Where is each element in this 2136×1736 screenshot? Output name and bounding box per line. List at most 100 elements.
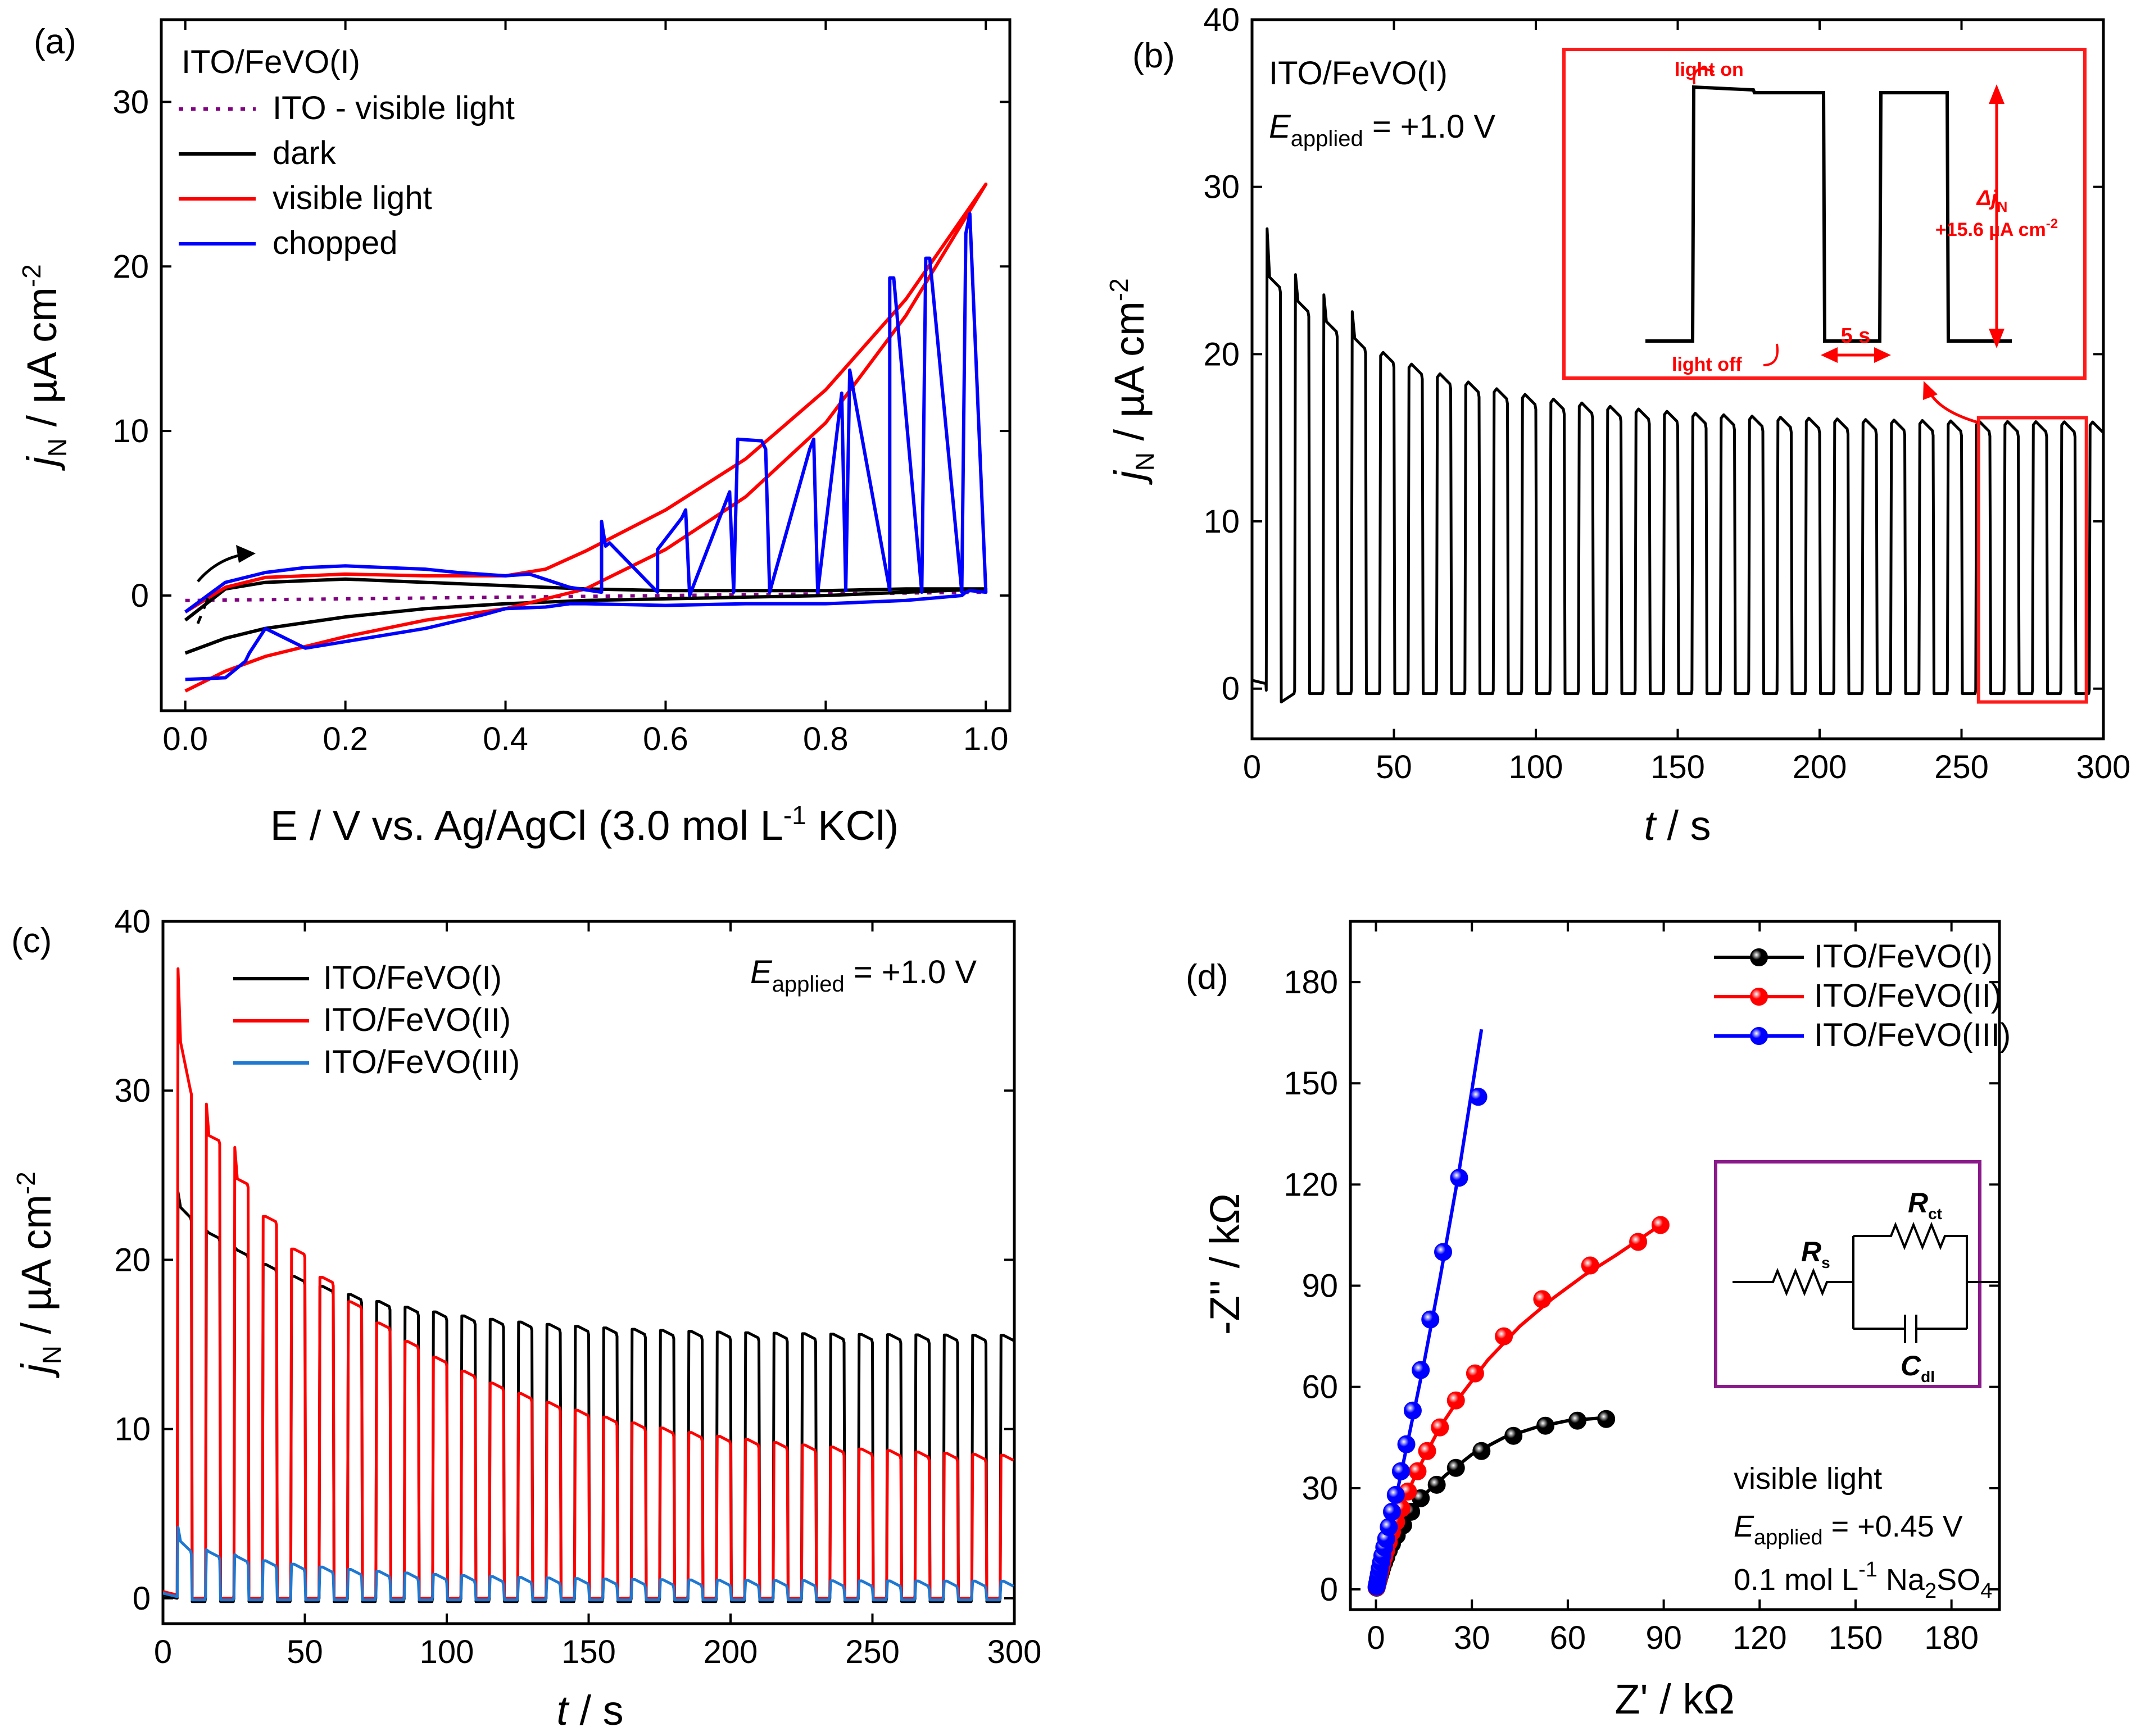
y-tick-label: 10	[1203, 503, 1240, 540]
x-tick-label: 150	[561, 1634, 616, 1670]
legend-label: ITO/FeVO(II)	[1814, 978, 2002, 1014]
panel-d-ylabel: -Z'' / kΩ	[1201, 1193, 1248, 1335]
panel-b-label: (b)	[1132, 37, 1175, 75]
x-tick-label: 50	[287, 1634, 323, 1670]
data-point	[1504, 1426, 1523, 1445]
data-point	[1421, 1310, 1440, 1329]
x-tick-label: 250	[1934, 749, 1989, 785]
legend-label: visible light	[273, 180, 432, 216]
panel-c-ticks: 0 50 100 150 200 250 300 0 10 20 30 40	[114, 903, 1041, 1670]
panel-d-label: (d)	[1186, 958, 1228, 997]
panel-a-legend: ITO - visible light dark visible light chop…	[179, 90, 515, 261]
series-visible-light	[184, 182, 988, 693]
data-point	[1382, 1502, 1401, 1521]
series-chopped	[184, 212, 988, 681]
y-tick-label: 0	[131, 578, 149, 614]
panel-b-ticks: 0 50 100 150 200 250 300 0 10 20 30 40	[1203, 2, 2130, 785]
y-tick-label: 30	[114, 1072, 151, 1109]
inset-delta-j-label: ΔjN	[1976, 187, 2008, 215]
rs-label: Rs	[1801, 1236, 1830, 1271]
series-ito-fevo-iii-	[163, 1525, 1014, 1602]
panel-a: (a) 0.0 0.2 0.4 0.6 0.8 1.0 0 10 20 30 ITO/FeVO(I…	[17, 18, 1012, 849]
panel-b-inset: light on light off 5 s ΔjN +15.6 µA cm-2	[1562, 48, 2087, 380]
panel-c: (c) 0 50 100 150 200 250 300 0 10 20 30 40 ITO/FeVO…	[11, 903, 1041, 1734]
data-point	[1536, 1416, 1555, 1435]
panel-b-eapplied: Eapplied = +1.0 V	[1269, 108, 1495, 151]
panel-d: (d) 0 30 60 90 120 150 180 0 30 60 90 120 150 180 ITO…	[1186, 920, 2011, 1723]
light-off-arrow-icon	[1763, 343, 1779, 366]
delta-j-arrowhead-up-icon	[1989, 84, 2005, 104]
forward-arrowhead-icon	[236, 545, 256, 563]
data-point	[1386, 1485, 1405, 1504]
y-tick-label: 20	[1203, 336, 1240, 372]
x-tick-label: 0.6	[643, 721, 688, 757]
data-point	[1391, 1462, 1410, 1480]
y-tick-label: 20	[112, 248, 149, 285]
panel-c-ylabel: jN / µA cm-2	[11, 1171, 66, 1378]
panel-a-arrows	[196, 545, 256, 624]
data-point	[1568, 1411, 1586, 1430]
x-tick-label: 300	[987, 1634, 1042, 1670]
data-point	[1450, 1169, 1468, 1187]
legend-label: ITO/FeVO(III)	[323, 1044, 520, 1080]
data-point	[1397, 1435, 1416, 1453]
x-tick-label: 60	[1550, 1620, 1586, 1656]
y-tick-label: 120	[1284, 1166, 1338, 1203]
y-tick-label: 30	[112, 84, 149, 120]
panel-b-xlabel: t / s	[1644, 802, 1711, 849]
y-tick-label: 40	[114, 903, 151, 940]
panel-b: (b) 0 50 100 150 200 250 300 0 10 20 30 40 ITO/FeVO…	[1104, 2, 2130, 849]
x-tick-label: 0.0	[162, 721, 208, 757]
legend-label: ITO - visible light	[273, 90, 515, 126]
y-tick-label: 0	[1320, 1571, 1338, 1608]
panel-d-legend: ITO/FeVO(I)ITO/FeVO(II)ITO/FeVO(III)	[1714, 938, 2011, 1053]
y-tick-label: 10	[112, 413, 149, 449]
data-point	[1469, 1088, 1488, 1106]
y-tick-label: 30	[1203, 169, 1240, 206]
x-tick-label: 0	[154, 1634, 172, 1670]
data-point	[1597, 1410, 1616, 1428]
panel-b-ylabel: jN / µA cm-2	[1104, 278, 1159, 485]
y-tick-label: 20	[114, 1242, 151, 1278]
rct-cdl-parallel-icon	[1852, 1221, 2001, 1343]
x-tick-label: 1.0	[963, 721, 1009, 757]
light-on-arrow-icon	[1693, 67, 1715, 85]
data-point	[1581, 1256, 1599, 1275]
panel-a-title: ITO/FeVO(I)	[182, 44, 360, 80]
y-tick-label: 60	[1301, 1369, 1338, 1406]
panel-b-title: ITO/FeVO(I)	[1269, 55, 1448, 92]
panel-c-label: (c)	[11, 921, 52, 960]
panel-d-ticks: 0 30 60 90 120 150 180 0 30 60 90 120 150 180	[1284, 921, 1999, 1656]
panel-c-legend: ITO/FeVO(I) ITO/FeVO(II) ITO/FeVO(III)	[233, 960, 520, 1080]
x-tick-label: 100	[420, 1634, 474, 1670]
series-ito-fevo-i	[1252, 227, 2103, 703]
zoom-highlight-box	[1976, 416, 2088, 704]
legend-label: ITO/FeVO(II)	[323, 1002, 511, 1038]
panel-a-frame	[160, 18, 1012, 712]
legend-marker	[1750, 1027, 1768, 1045]
x-tick-label: 300	[2076, 749, 2131, 785]
panel-b-series-layer	[1252, 227, 2103, 703]
x-tick-label: 90	[1645, 1620, 1682, 1656]
legend-marker	[1750, 988, 1768, 1006]
data-point	[1403, 1401, 1422, 1420]
x-tick-label: 0.4	[483, 721, 528, 757]
panel-a-xlabel: E / V vs. Ag/AgCl (3.0 mol L-1 KCl)	[270, 801, 899, 849]
y-tick-label: 30	[1301, 1470, 1338, 1507]
y-tick-label: 180	[1284, 964, 1338, 1001]
panel-d-frame	[1349, 920, 2001, 1611]
data-point	[1533, 1290, 1552, 1308]
legend-label: dark	[273, 135, 337, 171]
cdl-label: Cdl	[1901, 1350, 1935, 1385]
x-tick-label: 50	[1376, 749, 1412, 785]
data-point	[1466, 1364, 1484, 1383]
panel-a-ylabel: jN / µA cm-2	[17, 264, 72, 471]
inset-period-label: 5 s	[1841, 324, 1871, 348]
y-tick-label: 0	[133, 1580, 151, 1617]
y-tick-label: 40	[1203, 2, 1240, 38]
inset-delta-j-value: +15.6 µA cm-2	[1935, 216, 2058, 240]
legend-label: ITO/FeVO(III)	[1814, 1017, 2011, 1053]
data-point	[1408, 1462, 1427, 1480]
reverse-scan-arrow-icon	[196, 598, 210, 624]
y-tick-label: 0	[1222, 671, 1240, 707]
